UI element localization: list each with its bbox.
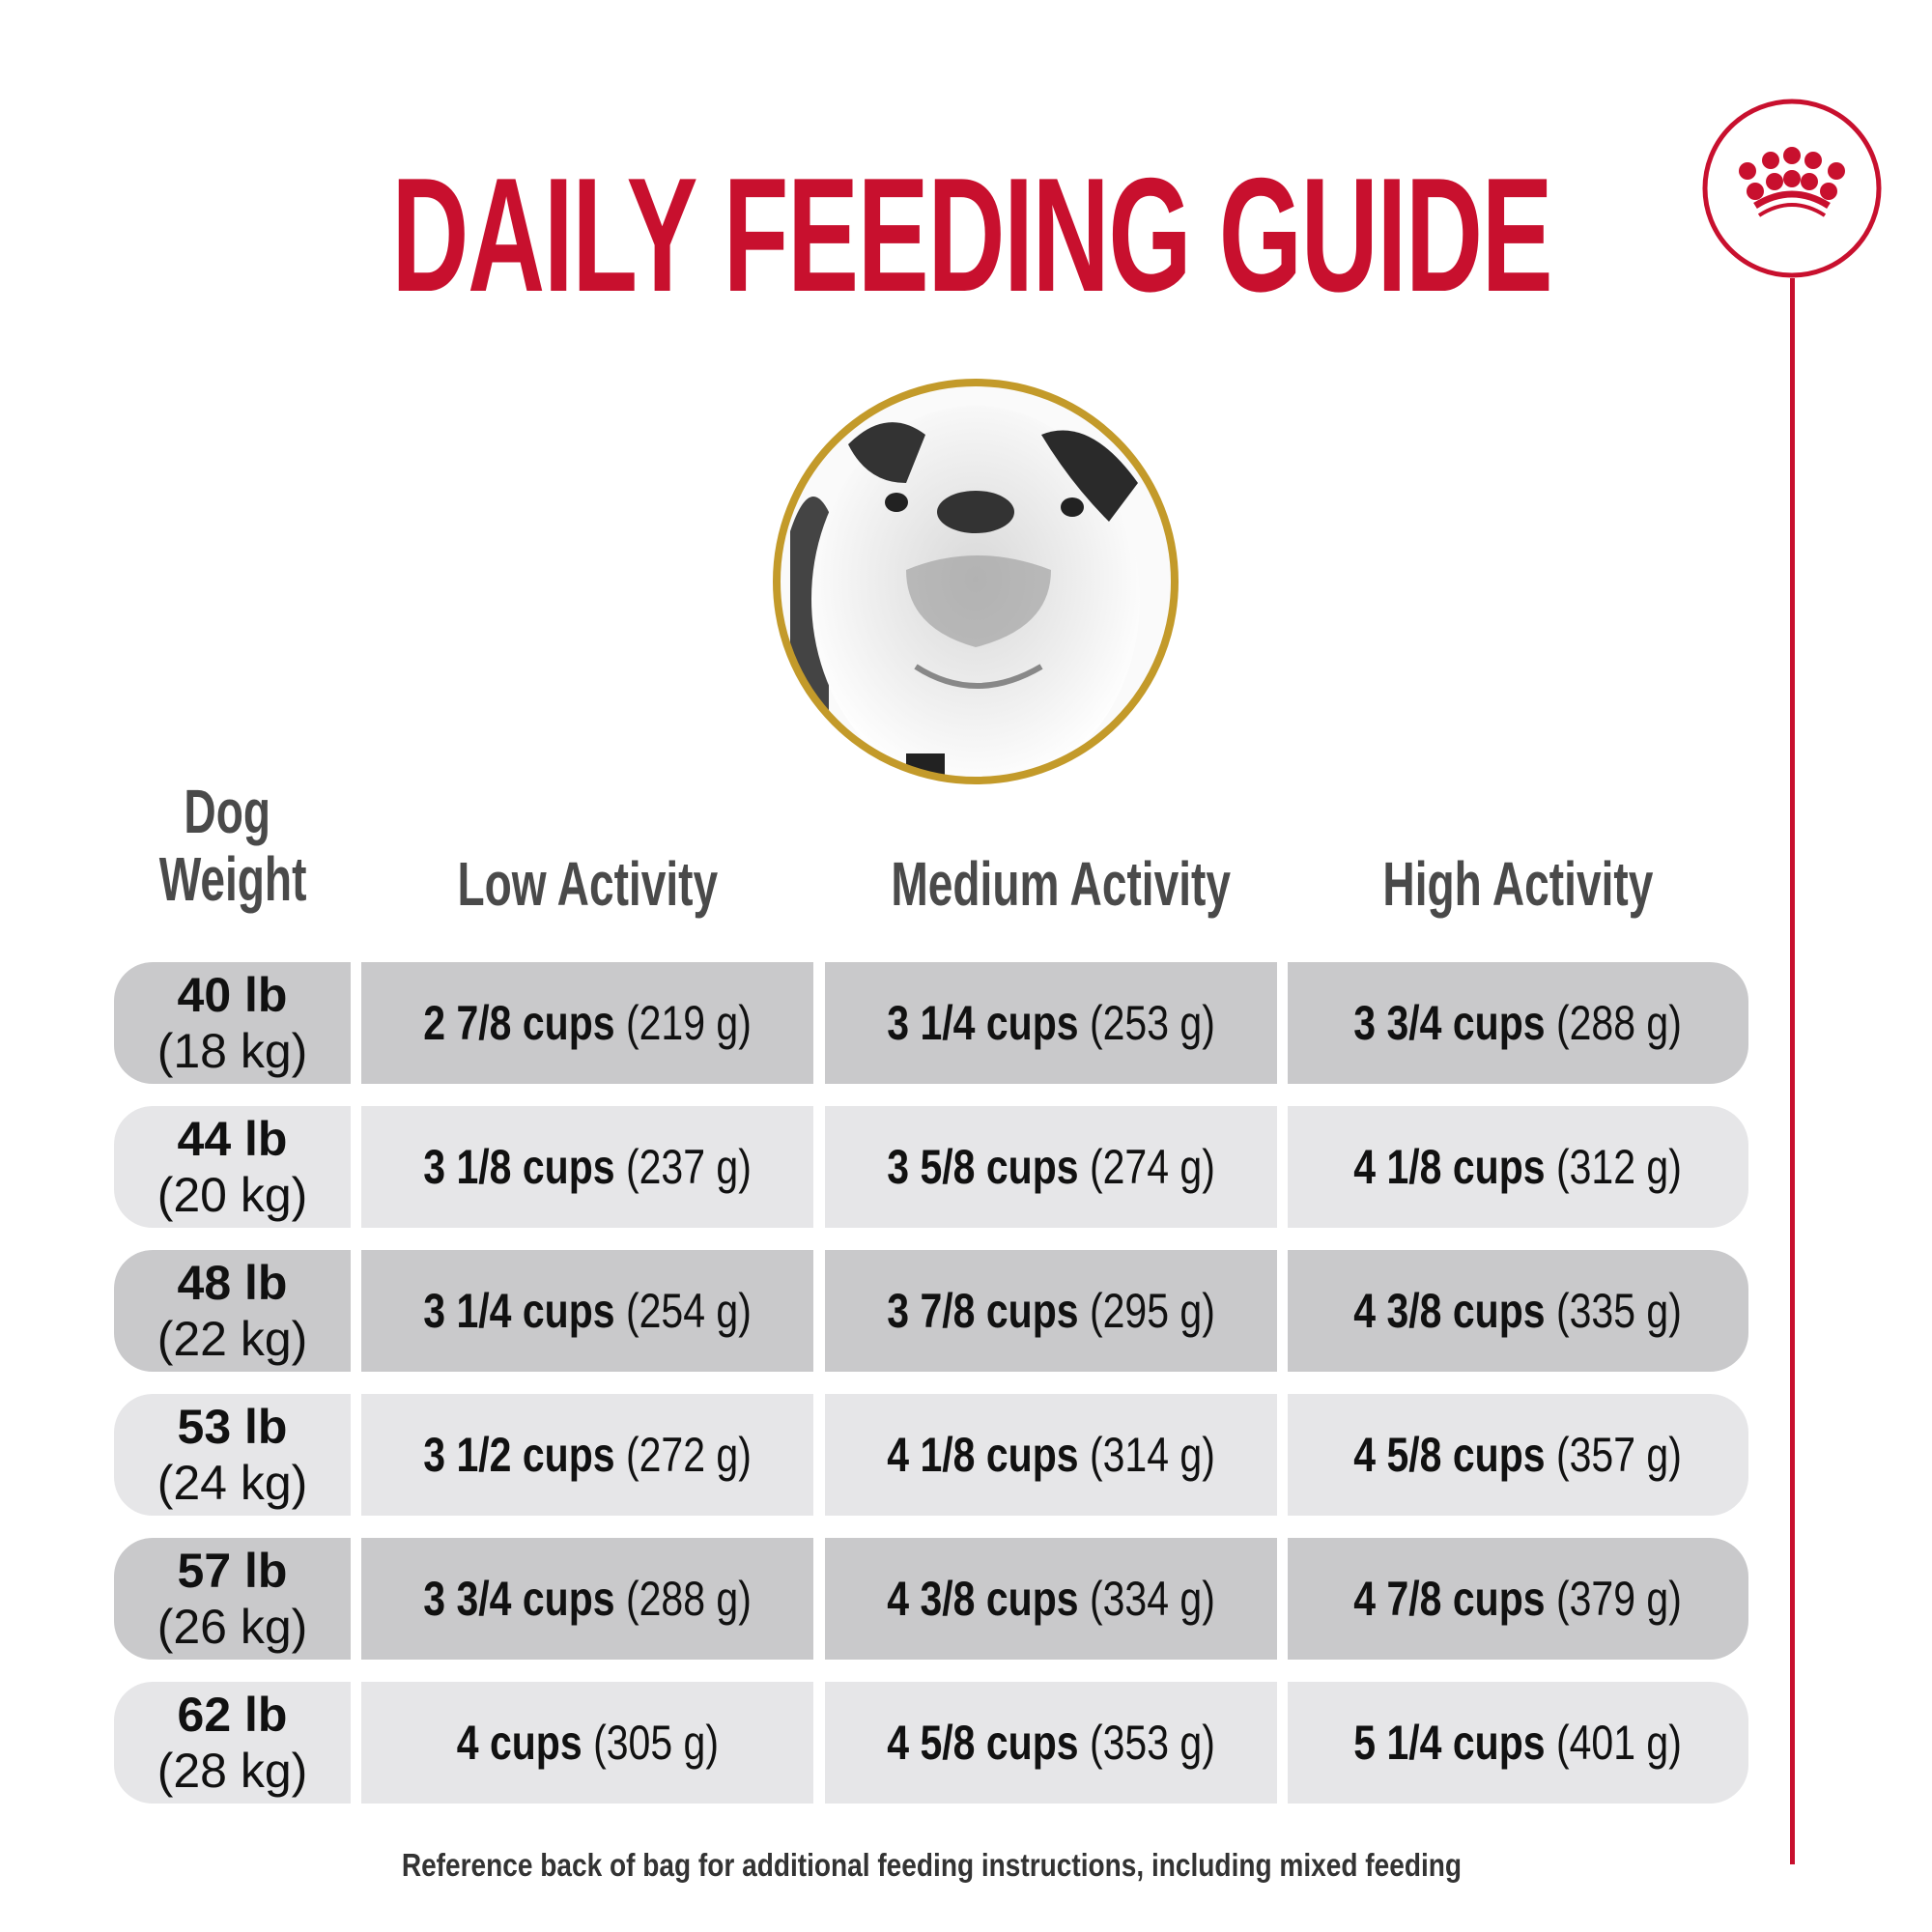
grams-amount: (312 g) [1556, 1140, 1683, 1194]
weight-cell: 53 lb (24 kg) [114, 1394, 351, 1516]
cups-amount: 4 1/8 cups [1353, 1140, 1546, 1194]
cups-amount: 4 7/8 cups [1353, 1572, 1546, 1626]
bulldog-photo [771, 377, 1180, 786]
high-activity-cell: 4 5/8 cups (357 g) [1288, 1394, 1748, 1516]
weight-lb: 62 lb [177, 1688, 288, 1742]
low-activity-cell: 4 cups (305 g) [361, 1682, 813, 1804]
grams-amount: (274 g) [1089, 1140, 1215, 1194]
grams-amount: (254 g) [625, 1284, 752, 1338]
header-medium-activity: Medium Activity [891, 849, 1232, 919]
grams-amount: (353 g) [1089, 1716, 1215, 1770]
medium-activity-cell: 4 1/8 cups (314 g) [825, 1394, 1277, 1516]
brand-divider-line [1790, 278, 1795, 1864]
high-activity-cell: 4 1/8 cups (312 g) [1288, 1106, 1748, 1228]
medium-activity-cell: 4 3/8 cups (334 g) [825, 1538, 1277, 1660]
grams-amount: (334 g) [1089, 1572, 1215, 1626]
cups-amount: 3 3/4 cups [1353, 996, 1546, 1050]
medium-activity-cell: 3 1/4 cups (253 g) [825, 962, 1277, 1084]
weight-lb: 53 lb [177, 1400, 288, 1454]
cups-amount: 2 7/8 cups [423, 996, 615, 1050]
cups-amount: 3 1/4 cups [423, 1284, 615, 1338]
grams-amount: (272 g) [625, 1428, 752, 1482]
weight-kg: (24 kg) [156, 1456, 308, 1510]
medium-activity-cell: 3 7/8 cups (295 g) [825, 1250, 1277, 1372]
table-row: 53 lb (24 kg) 3 1/2 cups (272 g) 4 1/8 c… [114, 1394, 1748, 1516]
weight-kg: (26 kg) [156, 1600, 308, 1654]
grams-amount: (357 g) [1556, 1428, 1683, 1482]
low-activity-cell: 3 3/4 cups (288 g) [361, 1538, 813, 1660]
cups-amount: 3 1/2 cups [423, 1428, 615, 1482]
cups-amount: 4 5/8 cups [1353, 1428, 1546, 1482]
cups-amount: 4 3/8 cups [887, 1572, 1079, 1626]
cups-amount: 4 1/8 cups [887, 1428, 1079, 1482]
weight-lb: 44 lb [177, 1112, 288, 1166]
cups-amount: 3 5/8 cups [887, 1140, 1079, 1194]
weight-lb: 57 lb [177, 1544, 288, 1598]
grams-amount: (288 g) [625, 1572, 752, 1626]
low-activity-cell: 3 1/2 cups (272 g) [361, 1394, 813, 1516]
page-title: DAILY FEEDING GUIDE [391, 144, 1553, 326]
grams-amount: (305 g) [592, 1716, 719, 1770]
grams-amount: (288 g) [1556, 996, 1683, 1050]
crown-logo-icon [1701, 98, 1883, 279]
medium-activity-cell: 4 5/8 cups (353 g) [825, 1682, 1277, 1804]
table-row: 44 lb (20 kg) 3 1/8 cups (237 g) 3 5/8 c… [114, 1106, 1748, 1228]
low-activity-cell: 3 1/8 cups (237 g) [361, 1106, 813, 1228]
grams-amount: (335 g) [1556, 1284, 1683, 1338]
cups-amount: 4 5/8 cups [887, 1716, 1079, 1770]
weight-kg: (18 kg) [156, 1024, 308, 1078]
medium-activity-cell: 3 5/8 cups (274 g) [825, 1106, 1277, 1228]
cups-amount: 3 7/8 cups [887, 1284, 1079, 1338]
grams-amount: (314 g) [1089, 1428, 1215, 1482]
table-row: 40 lb (18 kg) 2 7/8 cups (219 g) 3 1/4 c… [114, 962, 1748, 1084]
cups-amount: 4 cups [456, 1716, 582, 1770]
weight-kg: (22 kg) [156, 1312, 308, 1366]
table-row: 57 lb (26 kg) 3 3/4 cups (288 g) 4 3/8 c… [114, 1538, 1748, 1660]
cups-amount: 5 1/4 cups [1353, 1716, 1546, 1770]
weight-lb: 40 lb [177, 968, 288, 1022]
table-row: 48 lb (22 kg) 3 1/4 cups (254 g) 3 7/8 c… [114, 1250, 1748, 1372]
cups-amount: 3 1/8 cups [423, 1140, 615, 1194]
cups-amount: 3 3/4 cups [423, 1572, 615, 1626]
high-activity-cell: 3 3/4 cups (288 g) [1288, 962, 1748, 1084]
low-activity-cell: 3 1/4 cups (254 g) [361, 1250, 813, 1372]
weight-cell: 44 lb (20 kg) [114, 1106, 351, 1228]
high-activity-cell: 5 1/4 cups (401 g) [1288, 1682, 1748, 1804]
high-activity-cell: 4 3/8 cups (335 g) [1288, 1250, 1748, 1372]
weight-cell: 57 lb (26 kg) [114, 1538, 351, 1660]
high-activity-cell: 4 7/8 cups (379 g) [1288, 1538, 1748, 1660]
grams-amount: (253 g) [1089, 996, 1215, 1050]
weight-cell: 40 lb (18 kg) [114, 962, 351, 1084]
grams-amount: (379 g) [1556, 1572, 1683, 1626]
grams-amount: (219 g) [625, 996, 752, 1050]
weight-cell: 48 lb (22 kg) [114, 1250, 351, 1372]
grams-amount: (401 g) [1556, 1716, 1683, 1770]
weight-kg: (28 kg) [156, 1744, 308, 1798]
footer-note: Reference back of bag for additional fee… [401, 1847, 1462, 1883]
header-low-activity: Low Activity [457, 849, 718, 919]
grams-amount: (295 g) [1089, 1284, 1215, 1338]
grams-amount: (237 g) [625, 1140, 752, 1194]
header-dog-weight: Dog Weight [158, 777, 307, 914]
weight-cell: 62 lb (28 kg) [114, 1682, 351, 1804]
low-activity-cell: 2 7/8 cups (219 g) [361, 962, 813, 1084]
cups-amount: 3 1/4 cups [887, 996, 1079, 1050]
header-high-activity: High Activity [1382, 849, 1654, 919]
weight-lb: 48 lb [177, 1256, 288, 1310]
cups-amount: 4 3/8 cups [1353, 1284, 1546, 1338]
table-row: 62 lb (28 kg) 4 cups (305 g) 4 5/8 cups … [114, 1682, 1748, 1804]
weight-kg: (20 kg) [156, 1168, 308, 1222]
